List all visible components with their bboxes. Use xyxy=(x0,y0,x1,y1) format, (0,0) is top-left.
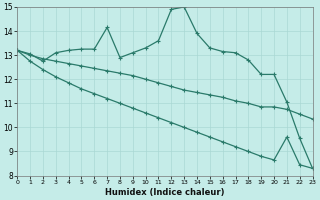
X-axis label: Humidex (Indice chaleur): Humidex (Indice chaleur) xyxy=(105,188,225,197)
